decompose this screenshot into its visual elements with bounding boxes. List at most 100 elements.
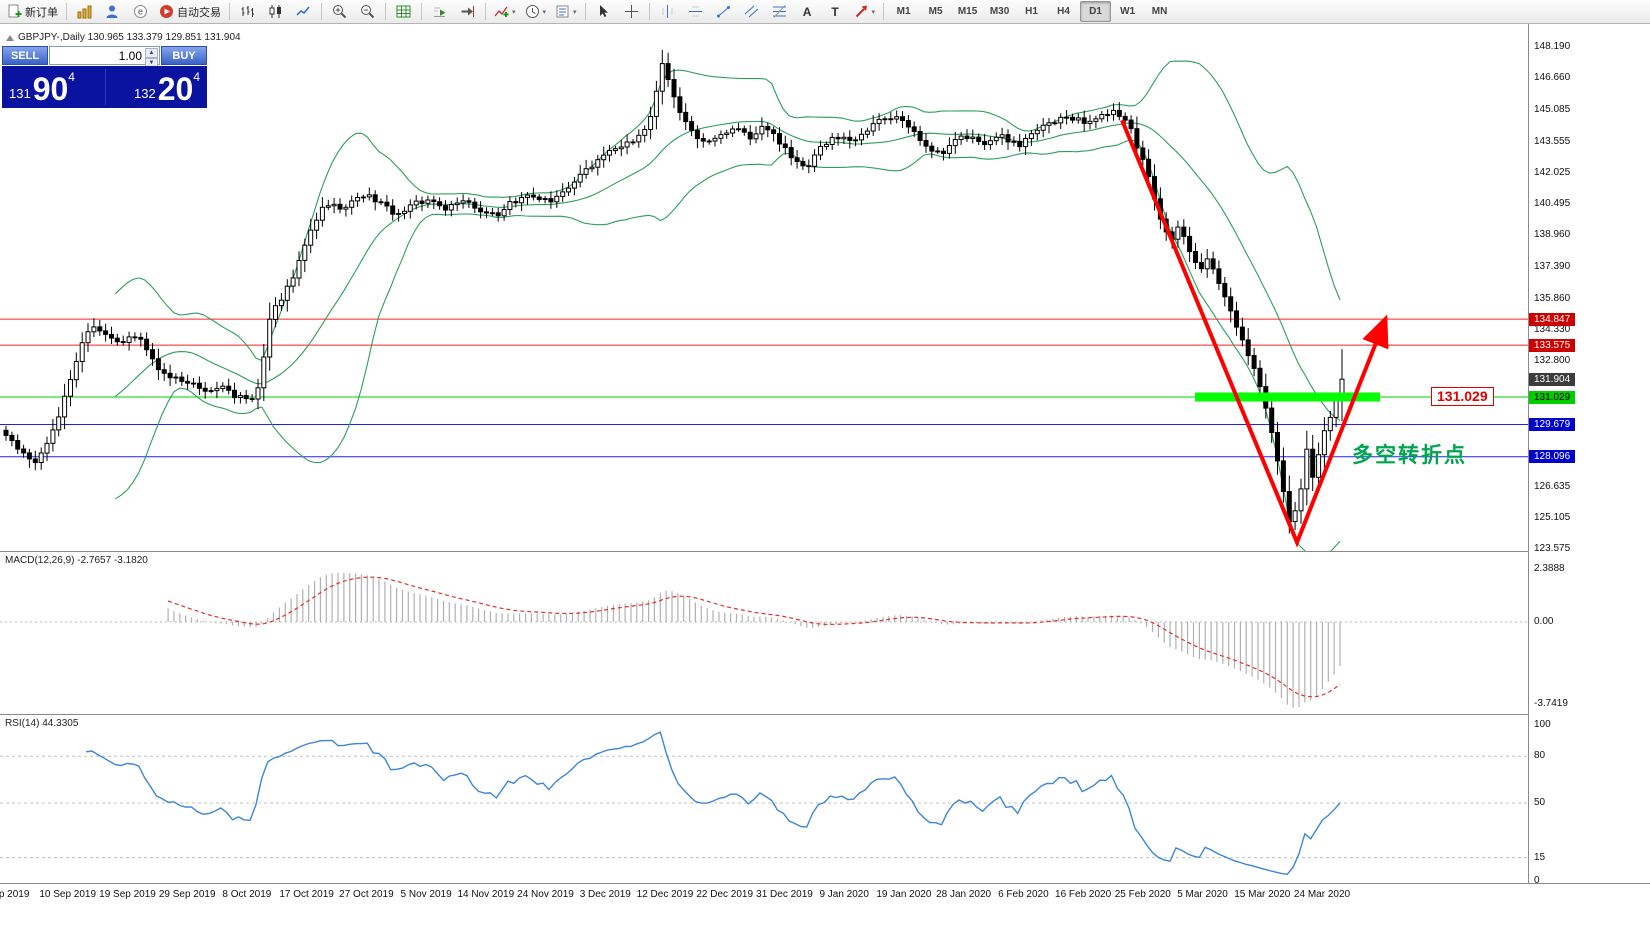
rsi-axis-label: 80 (1534, 750, 1546, 762)
text-icon-label: A (802, 4, 812, 19)
date-axis-label: 27 Oct 2019 (339, 889, 394, 900)
one-click-trading-panel: SELL 1.00 ▲ ▼ BUY 131 90 4 132 20 4 (2, 46, 207, 108)
date-axis-label: 24 Mar 2020 (1293, 889, 1351, 900)
candlestick-chart-icon[interactable] (262, 1, 289, 22)
macd-axis-label: -3.7419 (1534, 698, 1568, 710)
timeframe-m15-label: M15 (957, 6, 978, 17)
auto-scroll-icon[interactable] (426, 1, 453, 22)
macd-pane[interactable]: MACD(12,26,9) -2.7657 -3.1820 (0, 551, 1528, 714)
text-icon[interactable]: A (794, 1, 821, 22)
bar-chart-icon[interactable] (234, 1, 261, 22)
date-axis-label: 31 Dec 2019 (756, 889, 813, 900)
templates-button[interactable]: ▾ (551, 1, 581, 22)
timeframe-h4-label: H4 (1057, 6, 1070, 17)
main-chart-svg (0, 49, 1528, 551)
volume-stepper[interactable]: 1.00 ▲ ▼ (49, 46, 160, 68)
bid-ask-display: 131 90 4 132 20 4 (2, 66, 207, 108)
toolbar-separator (229, 3, 230, 20)
profile-icon[interactable] (99, 1, 126, 22)
date-axis-label: 10 Sep 2019 (39, 889, 97, 900)
date-axis-label: 19 Jan 2020 (876, 889, 932, 900)
hline-icon[interactable] (682, 1, 709, 22)
price-badge-131.029: 131.029 (1529, 390, 1576, 404)
zoom-in-icon[interactable] (326, 1, 353, 22)
vline-icon[interactable] (654, 1, 681, 22)
arrows-button[interactable]: ▾ (850, 1, 880, 22)
rsi-svg (0, 731, 1528, 876)
symbol-marker-icon (6, 34, 14, 41)
timeframe-mn[interactable]: MN (1144, 1, 1175, 22)
rsi-axis-label: 0 (1534, 875, 1540, 886)
tile-windows-icon[interactable] (390, 1, 417, 22)
fibonacci-icon[interactable] (766, 1, 793, 22)
periods-button-caret-icon: ▾ (542, 8, 547, 16)
timeframe-d1[interactable]: D1 (1080, 1, 1112, 22)
new-order-button[interactable]: 新订单 (3, 1, 62, 22)
label-icon-label: T (831, 4, 839, 19)
chart-shift-icon[interactable] (454, 1, 481, 22)
periods-button[interactable]: ▾ (521, 1, 551, 22)
timeframe-d1-label: D1 (1089, 6, 1102, 17)
timeframe-m30-label: M30 (989, 6, 1010, 17)
timeframe-m30[interactable]: M30 (984, 1, 1015, 22)
buy-button[interactable]: BUY (161, 46, 207, 65)
indicators-button[interactable]: ▾ (490, 1, 520, 22)
toolbar-separator (584, 3, 586, 20)
date-axis-label: 22 Dec 2019 (696, 889, 754, 900)
price-axis-label: 146.660 (1534, 72, 1571, 84)
toolbar-separator (883, 3, 885, 20)
price-axis-label: 126.635 (1534, 480, 1571, 492)
timeframe-m15[interactable]: M15 (952, 1, 983, 22)
toolbar-separator (485, 3, 486, 20)
rsi-label: RSI(14) 44.3305 (5, 718, 79, 729)
toolbar-separator (385, 3, 386, 20)
indicators-button-caret-icon: ▾ (512, 8, 516, 16)
autotrading-button-label: 自动交易 (177, 6, 221, 19)
timeframe-h1[interactable]: H1 (1016, 1, 1047, 22)
timeframe-m1-label: M1 (896, 6, 911, 17)
price-axis-label: 143.555 (1534, 135, 1571, 147)
sell-button[interactable]: SELL (2, 46, 48, 65)
zoom-out-icon[interactable] (354, 1, 381, 22)
price-axis-label: 123.575 (1534, 543, 1571, 554)
community-icon[interactable]: e (127, 1, 154, 22)
price-axis-label: 137.390 (1534, 261, 1571, 273)
price-badge-131.904: 131.904 (1529, 372, 1576, 386)
main-chart-pane[interactable]: GBPJPY-,Daily 130.965 133.379 129.851 13… (0, 24, 1528, 551)
timeframe-m5[interactable]: M5 (920, 1, 951, 22)
buy-price[interactable]: 132 20 4 (134, 70, 200, 107)
price-axis-label: 138.960 (1534, 229, 1571, 241)
support-level-label[interactable]: 131.029 (1431, 386, 1494, 406)
date-axis-label: 15 Mar 2020 (1234, 889, 1291, 900)
sell-price[interactable]: 131 90 4 (9, 70, 75, 107)
timeframe-h4[interactable]: H4 (1048, 1, 1079, 22)
price-divider (104, 69, 106, 105)
line-chart-icon[interactable] (290, 1, 317, 22)
trendline-icon[interactable] (710, 1, 737, 22)
rsi-pane[interactable]: RSI(14) 44.3305 (0, 714, 1528, 883)
macd-axis-label: 2.3888 (1534, 563, 1565, 575)
toolbar-separator (421, 3, 422, 20)
charts-grid-icon[interactable] (71, 1, 98, 22)
rsi-axis-label: 15 (1534, 851, 1546, 863)
volume-up-icon[interactable]: ▲ (145, 48, 158, 58)
timeframe-m1[interactable]: M1 (888, 1, 919, 22)
timeframe-w1[interactable]: W1 (1112, 1, 1143, 22)
crosshair-icon[interactable] (618, 1, 645, 22)
cursor-icon[interactable] (590, 1, 617, 22)
autotrading-button[interactable]: 自动交易 (155, 1, 225, 22)
toolbar: 新订单 e 自动交易 ▾ ▾ ▾ A T ▾ M1 M5 M15 M30 H1 H4 D1 W1 MN (0, 0, 1650, 24)
date-axis-label: 5 Nov 2019 (400, 889, 452, 900)
channel-icon[interactable] (738, 1, 765, 22)
toolbar-separator (321, 3, 322, 20)
label-icon[interactable]: T (822, 1, 849, 22)
price-badge-134.847: 134.847 (1529, 312, 1576, 326)
turning-point-annotation[interactable]: 多空转折点 (1352, 444, 1467, 467)
date-axis-label: Sep 2019 (0, 889, 30, 900)
price-badge-128.096: 128.096 (1529, 450, 1576, 464)
price-axis[interactable]: 148.190 146.660 145.085 143.555 142.025 140.4… (1528, 24, 1650, 886)
timeframe-h1-label: H1 (1025, 6, 1038, 17)
date-axis-label: 6 Feb 2020 (998, 889, 1049, 900)
